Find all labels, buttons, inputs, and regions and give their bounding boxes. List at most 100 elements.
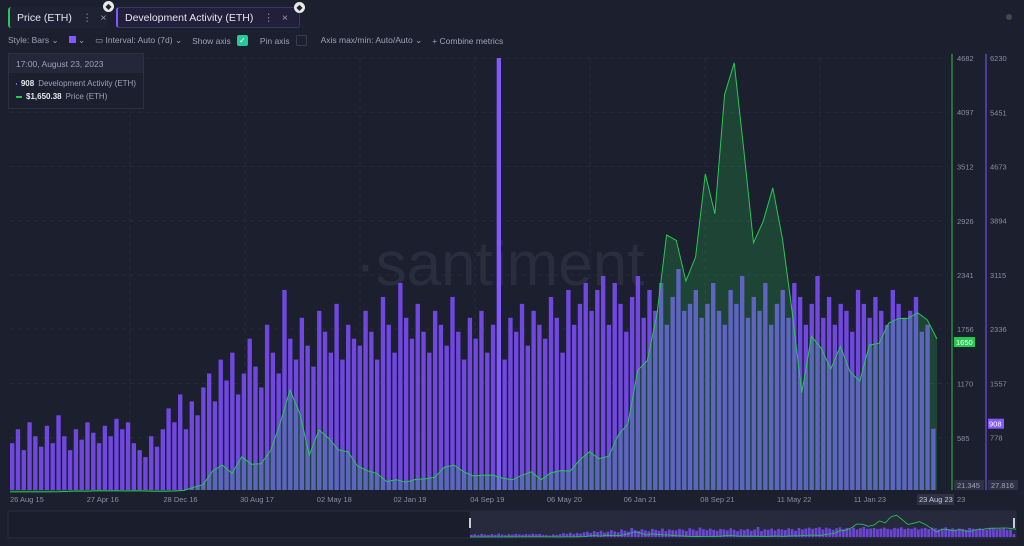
navigator-bar — [548, 535, 552, 537]
dev-activity-bar — [693, 289, 699, 490]
dev-activity-bar — [44, 425, 50, 490]
dev-activity-bar — [108, 436, 113, 490]
tab-label: Price (ETH) — [17, 11, 72, 24]
navigator-bar — [664, 531, 668, 537]
dev-activity-bar — [571, 324, 577, 490]
navigator-bar — [783, 530, 787, 537]
navigator-bar — [886, 528, 890, 537]
navigator-bar — [667, 529, 671, 537]
dev-activity-bar — [438, 324, 444, 490]
price-label: Price (ETH) — [65, 92, 108, 101]
legend-date: 17:00, August 23, 2023 — [9, 54, 143, 73]
color-picker[interactable]: ⌄ — [68, 35, 85, 46]
dev-activity-bar — [241, 373, 247, 490]
navigator-bar — [930, 527, 934, 537]
dev-activity-bar — [409, 338, 415, 490]
dev-activity-bar — [624, 331, 629, 490]
navigator-bar — [504, 535, 507, 537]
dev-activity-bar — [514, 331, 519, 490]
navigator-bar — [906, 528, 910, 537]
navigator-bar — [698, 527, 702, 537]
dev-activity-bar — [855, 289, 861, 490]
dev-activity-bar — [467, 317, 473, 490]
navigator[interactable] — [7, 510, 1017, 539]
navigator-bar — [910, 528, 913, 537]
dev-activity-bar — [797, 296, 803, 490]
navigator-bar — [1012, 534, 1016, 537]
more-options-icon[interactable]: ⋮ — [81, 11, 93, 24]
x-axis-tick: 28 Dec 16 — [163, 495, 197, 504]
navigator-bar — [841, 529, 845, 537]
dev-label: Development Activity (ETH) — [38, 79, 136, 88]
interval-dropdown[interactable]: ▭ Interval: Auto (7d) ⌄ — [95, 35, 183, 45]
dev-activity-bar — [328, 352, 334, 490]
show-axis-label: Show axis — [192, 35, 231, 46]
navigator-bar — [780, 529, 784, 537]
dev-activity-bar — [247, 338, 252, 490]
pin-axis-checkbox[interactable] — [295, 35, 307, 46]
dev-activity-bar — [595, 289, 600, 490]
dev-activity-bar — [676, 269, 681, 490]
dev-activity-bar — [206, 373, 212, 490]
dev-activity-bar — [490, 324, 496, 490]
x-axis-tick: 26 Aug 15 — [10, 495, 44, 504]
tab-development-activity-eth[interactable]: Development Activity (ETH) ⋮ × ◆ — [116, 2, 305, 28]
dev-activity-bar — [583, 282, 588, 490]
navigator-bar — [1002, 528, 1006, 537]
navigator-bar — [644, 530, 647, 537]
navigator-bar — [807, 527, 811, 537]
navigator-bar — [824, 527, 828, 537]
navigator-bar — [743, 530, 746, 537]
navigator-handle-right[interactable] — [1013, 518, 1015, 528]
navigator-bar — [565, 533, 569, 537]
dev-activity-bar — [166, 408, 171, 490]
dev-activity-bar — [699, 317, 704, 490]
navigator-bar — [859, 528, 862, 537]
navigator-bar — [1009, 529, 1012, 537]
dev-axis-tick: 3894 — [990, 217, 1007, 226]
navigator-price-line — [470, 514, 1017, 538]
dev-activity-bar — [879, 310, 884, 490]
dev-activity-bar — [224, 380, 229, 490]
dev-activity-bar — [218, 359, 223, 490]
navigator-bar — [650, 528, 654, 537]
navigator-bar — [893, 527, 896, 537]
axis-maxmin-dropdown[interactable]: Axis max/min: Auto/Auto ⌄ — [320, 35, 423, 45]
dev-activity-bar — [745, 317, 751, 490]
more-options-icon[interactable]: ⋮ — [263, 11, 274, 24]
navigator-bar — [480, 533, 483, 537]
navigator-bar — [736, 531, 739, 537]
navigator-bar — [654, 529, 658, 537]
dev-activity-bar — [728, 289, 733, 490]
price-axis-tick: 3512 — [957, 162, 974, 171]
dev-activity-bar — [763, 282, 768, 490]
navigator-bar — [626, 531, 630, 537]
navigator-bar — [582, 532, 586, 537]
navigator-bar — [954, 529, 958, 537]
dev-axis-tick: 6230 — [990, 54, 1007, 63]
navigator-bar — [920, 528, 924, 537]
close-icon[interactable]: × — [281, 11, 289, 24]
navigator-bar — [599, 530, 603, 537]
style-dropdown[interactable]: Style: Bars ⌄ — [8, 35, 59, 45]
navigator-handle-left[interactable] — [469, 518, 471, 528]
dev-activity-bar — [653, 310, 658, 490]
dev-activity-bar — [600, 276, 606, 490]
price-value: $1,650.38 — [26, 92, 62, 101]
close-icon[interactable]: × — [100, 11, 107, 24]
navigator-bar — [828, 528, 832, 537]
dev-activity-bar — [346, 324, 351, 490]
show-axis-checkbox[interactable]: ✓ — [236, 35, 248, 46]
dev-axis-tick: 778 — [990, 434, 1003, 443]
combine-metrics-button[interactable]: + Combine metrics — [432, 35, 504, 46]
dev-activity-bar — [282, 289, 287, 490]
x-axis-tick: 30 Aug 17 — [240, 495, 274, 504]
navigator-bar — [760, 531, 763, 537]
dev-activity-bar — [548, 296, 554, 490]
price-axis-tick: 1756 — [957, 325, 974, 334]
tab-price-eth[interactable]: Price (ETH) ⋮ × ◆ — [8, 1, 114, 28]
navigator-bar — [702, 529, 705, 537]
dev-activity-bar — [716, 310, 722, 490]
dev-activity-bar — [178, 394, 183, 490]
